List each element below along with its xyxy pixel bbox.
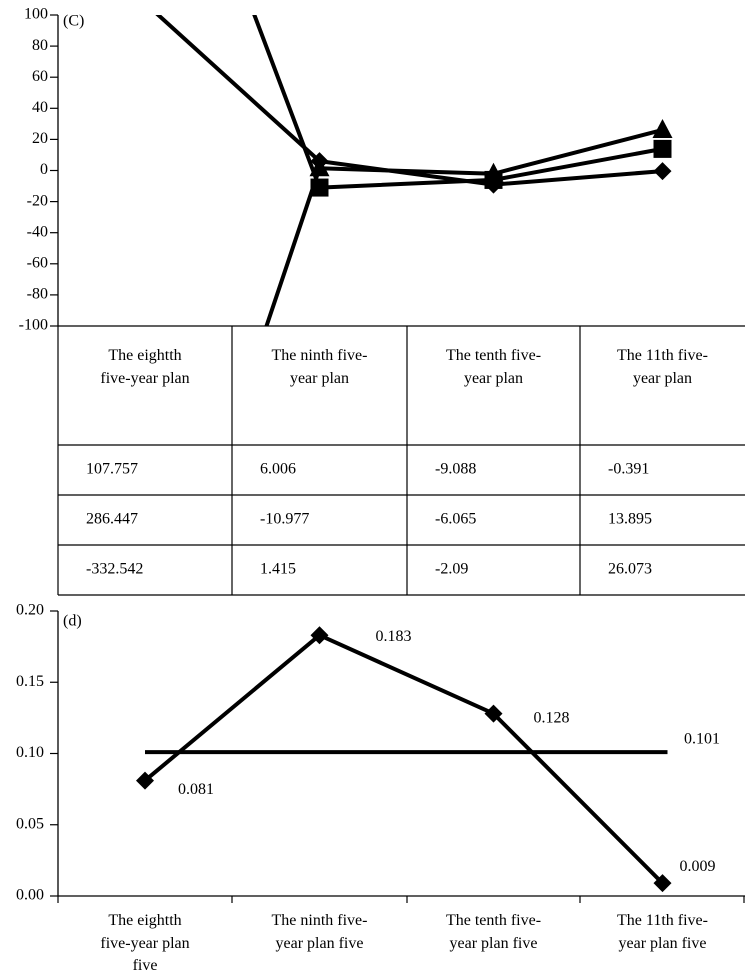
table-header: The 11th five-year plan (617, 347, 708, 387)
y-tick-label: 0.05 (16, 815, 44, 832)
y-tick-label: -100 (19, 317, 48, 334)
data-label: 0.183 (376, 628, 412, 645)
plot-lines (136, 626, 672, 893)
series-line (155, 15, 663, 187)
x-tick-label: The ninth five-year plan five (271, 912, 368, 952)
y-tick-label: -40 (27, 223, 48, 240)
series-line (143, 633, 664, 885)
table-cell: 286.447 (86, 511, 138, 528)
data-label: 0.128 (534, 709, 570, 726)
y-tick-label: -80 (27, 286, 48, 303)
y-tick-label: 40 (32, 99, 48, 116)
table-header: The ninth five-year plan (271, 347, 368, 387)
table-cell: -9.088 (435, 461, 476, 478)
y-tick-label: 0.10 (16, 744, 44, 761)
reference-label: 0.101 (684, 731, 720, 748)
marker-square (653, 139, 672, 158)
y-tick-label: 20 (32, 130, 48, 147)
marker-diamond (484, 704, 503, 723)
marker-triangle (483, 162, 504, 182)
marker-diamond (136, 771, 154, 790)
x-tick-label: The eightth five-year plan five (100, 912, 190, 974)
table-cell: 26.073 (608, 561, 652, 578)
x-tick-label: The 11th five-year plan five (617, 912, 708, 952)
y-tick-label: 60 (32, 68, 48, 85)
table-cell: 6.006 (260, 461, 296, 478)
y-tick-label: 80 (32, 37, 48, 54)
y-tick-label: 0 (40, 161, 48, 178)
marker-triangle (309, 157, 330, 177)
marker-diamond (653, 874, 672, 893)
panel-label: (C) (63, 13, 84, 30)
marker-triangle (135, 677, 155, 696)
x-tick-label: The tenth five-year plan five (445, 912, 542, 952)
table-cell: -2.09 (435, 561, 468, 578)
y-tick-label: 0.20 (16, 602, 44, 619)
table-cell: -6.065 (435, 511, 476, 528)
series-line (252, 15, 663, 190)
series-line (264, 128, 664, 326)
table-cell: -0.391 (608, 461, 649, 478)
marker-diamond (136, 0, 154, 12)
data-label: 0.009 (680, 858, 716, 875)
y-tick-label: 100 (24, 6, 48, 23)
y-tick-label: -60 (27, 254, 48, 271)
table-cell: -332.542 (86, 561, 143, 578)
table-cell: -10.977 (260, 511, 309, 528)
data-label: 0.081 (178, 781, 214, 798)
y-tick-label: -20 (27, 192, 48, 209)
marker-diamond (653, 162, 672, 181)
marker-diamond (310, 626, 329, 645)
panel-label: (d) (63, 613, 82, 630)
table-header: The eightth five-year plan (100, 347, 190, 387)
y-tick-label: 0.00 (16, 887, 44, 904)
table-header: The tenth five-year plan (445, 347, 542, 387)
plot-lines (135, 0, 673, 696)
table-cell: 107.757 (86, 461, 138, 478)
table-cell: 13.895 (608, 511, 652, 528)
table-cell: 1.415 (260, 561, 296, 578)
y-tick-label: 0.15 (16, 673, 44, 690)
marker-triangle (652, 118, 673, 138)
